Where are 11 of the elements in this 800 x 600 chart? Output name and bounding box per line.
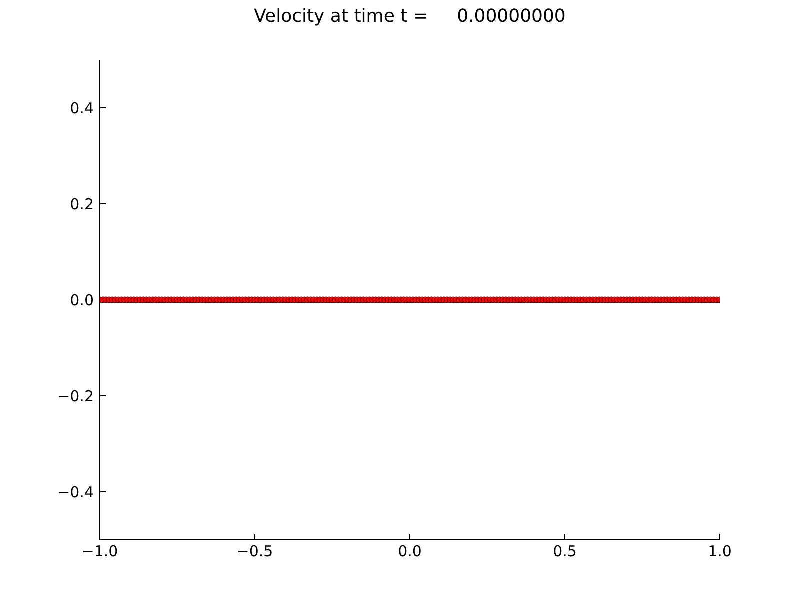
x-tick-label: 1.0 <box>708 542 732 561</box>
y-tick-label: −0.4 <box>58 483 94 502</box>
x-tick-label: 0.5 <box>553 542 577 561</box>
x-tick-label: −0.5 <box>236 542 274 561</box>
x-tick-label: 0.0 <box>398 542 422 561</box>
y-tick-label: 0.4 <box>70 99 94 118</box>
chart-title: Velocity at time t = 0.00000000 <box>253 6 567 27</box>
x-tick-label: −1.0 <box>82 542 118 561</box>
y-tick-label: 0.0 <box>70 291 94 310</box>
y-tick-label: −0.2 <box>58 387 94 406</box>
y-tick-label: 0.2 <box>70 195 94 214</box>
